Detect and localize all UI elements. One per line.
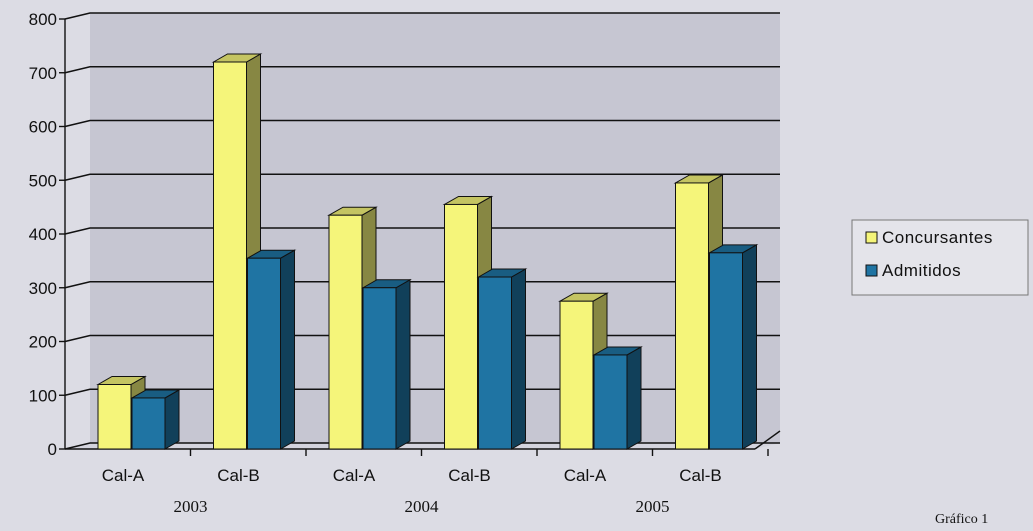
bar-side bbox=[280, 249, 295, 450]
y-tick-label-700: 700 bbox=[29, 64, 57, 83]
y-tick-label-600: 600 bbox=[29, 118, 57, 137]
bar-front bbox=[362, 287, 397, 450]
bar-admitidos-4 bbox=[592, 346, 643, 450]
gridline-300 bbox=[64, 280, 780, 289]
x-tick-label-3: Cal-B bbox=[448, 466, 491, 485]
gridline-700 bbox=[64, 65, 780, 74]
bar-side bbox=[626, 346, 642, 450]
legend: Concursantes Admitidos bbox=[851, 219, 1029, 296]
legend-swatch-admitidos bbox=[865, 264, 878, 277]
bar-side bbox=[164, 389, 180, 450]
bar-front bbox=[675, 182, 709, 450]
gridline-200 bbox=[64, 334, 780, 343]
x-tick-label-0: Cal-A bbox=[102, 466, 145, 485]
bar-front bbox=[131, 397, 166, 450]
footer-caption: Gráfico 1 bbox=[935, 512, 989, 527]
legend-label-concursantes: Concursantes bbox=[882, 228, 993, 247]
legend-label-admitidos: Admitidos bbox=[882, 261, 961, 280]
y-tick-label-100: 100 bbox=[29, 386, 57, 405]
y-tick-label-0: 0 bbox=[48, 440, 57, 459]
gridline-600 bbox=[64, 119, 780, 128]
y-tick-label-500: 500 bbox=[29, 171, 57, 190]
gridline-800 bbox=[64, 12, 780, 20]
x-tick-label-4: Cal-A bbox=[564, 466, 607, 485]
y-tick-label-800: 800 bbox=[29, 10, 57, 29]
gridline-500 bbox=[64, 173, 780, 182]
y-tick-label-400: 400 bbox=[29, 225, 57, 244]
bar-concursantes-1 bbox=[211, 53, 263, 450]
gridline-0 bbox=[64, 442, 780, 450]
bar-front bbox=[478, 276, 512, 450]
bar-admitidos-5 bbox=[707, 243, 759, 450]
bar-front bbox=[559, 300, 594, 450]
bar-side bbox=[511, 268, 526, 450]
x-tick-label-5: Cal-B bbox=[679, 466, 722, 485]
group-label-2005: 2005 bbox=[636, 497, 670, 516]
bar-side bbox=[742, 243, 757, 450]
group-label-2003: 2003 bbox=[174, 497, 208, 516]
gridline-100 bbox=[64, 388, 780, 397]
bar-front bbox=[328, 214, 363, 450]
x-axis-end bbox=[754, 430, 781, 450]
bar-front bbox=[97, 384, 132, 450]
bar-admitidos-3 bbox=[476, 268, 528, 450]
bar-admitidos-1 bbox=[245, 249, 297, 450]
x-tick-label-2: Cal-A bbox=[333, 466, 376, 485]
bar-front bbox=[444, 203, 478, 450]
group-label-2004: 2004 bbox=[405, 497, 440, 516]
bar-front bbox=[213, 61, 247, 450]
bar-admitidos-0 bbox=[130, 389, 181, 450]
bar-side bbox=[395, 278, 411, 450]
x-tick-label-1: Cal-B bbox=[217, 466, 260, 485]
bar-front bbox=[709, 252, 743, 450]
y-tick-label-200: 200 bbox=[29, 333, 57, 352]
gridline-400 bbox=[64, 227, 780, 235]
bar-front bbox=[593, 354, 628, 450]
legend-box bbox=[851, 219, 1029, 296]
bar-admitidos-2 bbox=[361, 278, 412, 450]
y-tick-label-300: 300 bbox=[29, 279, 57, 298]
bar-front bbox=[247, 257, 281, 450]
legend-swatch-concursantes bbox=[865, 231, 878, 244]
